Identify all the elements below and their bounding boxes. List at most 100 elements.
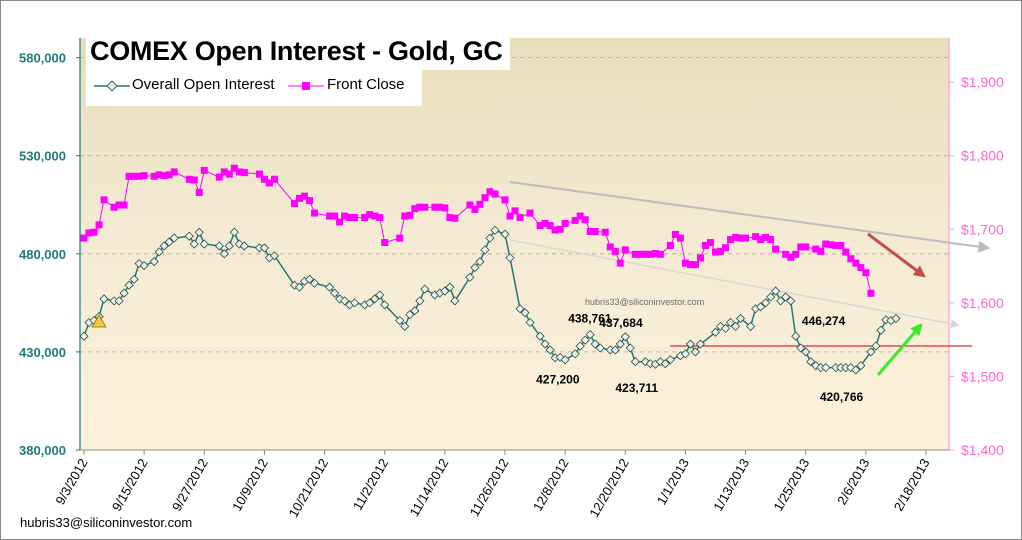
front-close-point	[802, 243, 810, 251]
open-interest-point	[756, 302, 766, 312]
front-close-point	[541, 219, 549, 227]
open-interest-point	[325, 282, 335, 292]
front-close-point	[491, 190, 499, 198]
watermark: hubris33@siliconinvestor.com	[585, 297, 704, 307]
x-axis-tick-label: 9/27/2012	[169, 456, 211, 514]
legend-price-swatch	[288, 82, 324, 90]
open-interest-point	[876, 325, 886, 335]
x-axis-tick-label: 1/1/2013	[654, 456, 692, 507]
x-axis-tick-label: 12/8/2012	[530, 456, 572, 514]
open-interest-point	[725, 317, 736, 328]
open-interest-point	[575, 341, 585, 351]
x-axis-tick-label: 11/14/2012	[406, 456, 451, 519]
x-axis-tick-label: 9/3/2012	[52, 456, 90, 507]
front-close-point	[120, 201, 128, 209]
price-down-arrow	[867, 232, 926, 278]
open-interest-point	[149, 257, 159, 267]
front-close-point	[686, 261, 694, 269]
price-trend-line	[509, 181, 991, 253]
open-interest-point	[370, 294, 380, 304]
open-interest-point	[139, 261, 149, 271]
open-interest-point	[685, 339, 696, 349]
front-close-point	[125, 172, 133, 180]
open-interest-point	[470, 262, 480, 273]
front-close-point	[556, 225, 564, 233]
front-close-point	[666, 241, 674, 249]
front-close-point	[812, 245, 820, 253]
front-close-point	[371, 212, 379, 220]
front-close-point	[787, 253, 795, 261]
front-close-point	[95, 221, 103, 229]
front-close-point	[270, 175, 278, 183]
front-close-point	[411, 205, 419, 213]
open-interest-point	[786, 296, 796, 306]
left-axis-tick-label: 480,000	[19, 247, 66, 262]
open-interest-point	[465, 272, 475, 282]
right-axis-tick-label: $1,600	[961, 295, 1004, 311]
open-interest-point	[405, 310, 415, 320]
open-interest-point	[304, 274, 315, 284]
open-interest-markers	[79, 225, 901, 375]
front-close-point	[752, 233, 760, 241]
front-close-point	[646, 250, 654, 258]
open-interest-point	[730, 321, 741, 331]
front-close-point	[526, 209, 534, 217]
right-axis-tick-label: $1,900	[961, 74, 1004, 90]
front-close-point	[862, 269, 870, 277]
front-close-point	[706, 239, 714, 247]
x-axis-tick-label: 9/15/2012	[109, 456, 151, 514]
open-interest-point	[309, 278, 320, 288]
x-axis-tick-label: 1/25/2013	[770, 456, 812, 514]
right-axis-tick-label: $1,700	[961, 221, 1004, 237]
open-interest-point	[159, 241, 169, 251]
open-interest-point	[630, 357, 640, 367]
open-interest-point	[560, 355, 570, 365]
open-interest-point	[184, 231, 194, 241]
footer-credit: hubris33@siliconinvestor.com	[20, 515, 193, 530]
front-close-point	[80, 234, 88, 242]
front-close-point	[601, 228, 609, 236]
open-interest-point	[440, 286, 450, 296]
front-close-point	[857, 264, 865, 272]
front-close-point	[691, 261, 699, 269]
open-interest-point	[540, 339, 550, 349]
open-interest-point	[806, 357, 816, 367]
open-interest-point	[500, 229, 510, 239]
front-close-point	[782, 250, 790, 258]
front-close-point	[546, 222, 554, 230]
right-axis-tick-label: $1,500	[961, 368, 1004, 384]
front-close-point	[676, 234, 684, 242]
front-close-point	[431, 203, 439, 211]
x-axis-tick-label: 10/21/2012	[286, 456, 332, 520]
open-interest-point	[595, 343, 605, 353]
front-close-point	[506, 212, 514, 220]
open-interest-point	[340, 296, 350, 306]
front-close-point	[255, 170, 263, 178]
open-interest-point	[525, 317, 535, 328]
open-interest-point	[99, 294, 109, 304]
open-interest-point	[545, 345, 555, 355]
front-close-point	[591, 227, 599, 235]
open-interest-point	[490, 225, 500, 235]
front-close-point	[631, 250, 639, 258]
right-axis-ticks: $1,400 $1,500 $1,600 $1,700 $1,800 $1,900	[949, 74, 1004, 458]
front-close-point	[376, 214, 384, 222]
open-interest-point	[445, 282, 455, 292]
front-close-point	[696, 254, 704, 262]
open-interest-point	[129, 274, 139, 284]
front-close-point	[576, 212, 584, 220]
right-axis-tick-label: $1,800	[961, 148, 1004, 164]
open-interest-point	[625, 343, 635, 353]
front-close-point	[701, 241, 709, 249]
front-close-point	[742, 234, 750, 242]
data-label: 423,711	[615, 381, 658, 395]
front-close-point	[200, 166, 208, 174]
front-close-point	[536, 222, 544, 230]
front-close-point	[681, 259, 689, 267]
open-interest-point	[214, 241, 224, 251]
open-interest-point	[350, 298, 360, 308]
open-interest-point	[851, 365, 861, 375]
front-close-point	[351, 214, 359, 222]
chart-title: COMEX Open Interest - Gold, GC	[90, 36, 503, 66]
front-close-point	[346, 214, 354, 222]
